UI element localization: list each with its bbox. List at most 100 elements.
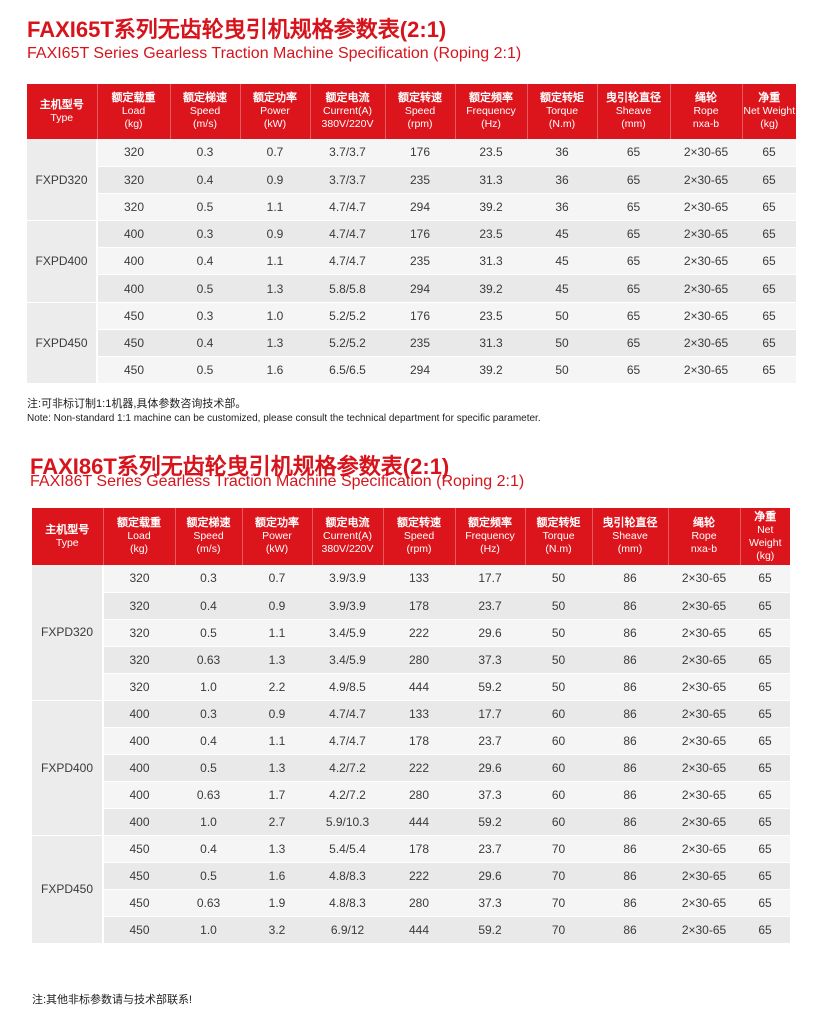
value-cell: 222 xyxy=(383,862,455,890)
value-cell: 450 xyxy=(103,916,175,944)
value-cell: 0.4 xyxy=(175,592,242,620)
value-cell: 4.7/4.7 xyxy=(310,193,385,222)
value-cell: 2×30-65 xyxy=(670,166,742,194)
value-cell: 23.7 xyxy=(455,835,525,863)
value-cell: 4.7/4.7 xyxy=(310,220,385,249)
value-cell: 1.3 xyxy=(242,835,312,863)
value-cell: 2×30-65 xyxy=(668,673,740,701)
column-header: 绳轮 Rope nxa-b xyxy=(670,84,743,139)
value-cell: 450 xyxy=(103,889,175,917)
header-line: (mm) xyxy=(617,543,643,555)
model-cell: FXPD320 xyxy=(27,139,98,222)
value-cell: 65 xyxy=(742,302,796,330)
value-cell: 60 xyxy=(525,700,592,728)
header-line: Sheave xyxy=(615,105,652,117)
value-cell: 400 xyxy=(103,700,175,728)
header-line: Speed xyxy=(189,105,221,117)
value-cell: 280 xyxy=(383,781,455,809)
value-cell: 320 xyxy=(103,646,175,674)
value-cell: 1.0 xyxy=(175,916,242,944)
value-cell: 1.0 xyxy=(175,673,242,701)
value-cell: 1.1 xyxy=(240,247,310,276)
value-cell: 0.5 xyxy=(175,754,242,782)
data-row: 400 1.0 2.7 5.9/10.3 444 59.2 60 86 2×30-65 65 xyxy=(32,808,790,836)
value-cell: 3.7/3.7 xyxy=(310,166,385,194)
header-line: Torque xyxy=(545,105,579,117)
value-cell: 3.4/5.9 xyxy=(312,646,383,674)
column-header: 额定频率 Frequency (Hz) xyxy=(455,508,526,565)
value-cell: 1.1 xyxy=(242,727,312,755)
header-line: (m/s) xyxy=(193,118,217,130)
value-cell: 45 xyxy=(527,220,597,249)
value-cell: 4.9/8.5 xyxy=(312,673,383,701)
value-cell: 31.3 xyxy=(455,166,527,194)
header-line: 额定电流 xyxy=(325,517,370,529)
header-line: (rpm) xyxy=(407,118,433,130)
value-cell: 0.63 xyxy=(175,781,242,809)
value-cell: 2.7 xyxy=(242,808,312,836)
header-line: Speed xyxy=(403,530,435,542)
column-header: 净重 Net Weight (kg) xyxy=(742,84,796,139)
value-cell: 36 xyxy=(527,139,597,167)
value-cell: 294 xyxy=(385,356,455,385)
value-cell: 65 xyxy=(597,220,670,249)
value-cell: 176 xyxy=(385,139,455,167)
value-cell: 86 xyxy=(592,646,668,674)
value-cell: 5.4/5.4 xyxy=(312,835,383,863)
value-cell: 0.9 xyxy=(242,700,312,728)
value-cell: 2×30-65 xyxy=(670,220,742,249)
header-line: nxa-b xyxy=(692,118,720,130)
value-cell: 320 xyxy=(97,139,170,167)
value-cell: 1.6 xyxy=(240,356,310,385)
header-line: nxa-b xyxy=(690,543,718,555)
header-line: 曳引轮直径 xyxy=(606,92,661,104)
value-cell: 86 xyxy=(592,781,668,809)
header-line: (m/s) xyxy=(196,543,221,555)
value-cell: 39.2 xyxy=(455,274,527,303)
column-header: 额定频率 Frequency (Hz) xyxy=(455,84,528,139)
value-cell: 0.5 xyxy=(170,356,240,385)
value-cell: 4.8/8.3 xyxy=(312,889,383,917)
value-cell: 65 xyxy=(597,329,670,358)
header-line: 额定梯速 xyxy=(186,517,231,529)
header-line: 额定转矩 xyxy=(536,517,581,529)
value-cell: 5.2/5.2 xyxy=(310,302,385,330)
value-cell: 2×30-65 xyxy=(668,781,740,809)
header-line: 额定载重 xyxy=(111,92,156,104)
value-cell: 17.7 xyxy=(455,700,525,728)
header-line: Power xyxy=(260,105,290,117)
value-cell: 50 xyxy=(527,329,597,358)
header-line: 380V/220V xyxy=(321,118,374,130)
value-cell: 0.9 xyxy=(242,592,312,620)
model-cell: FXPD320 xyxy=(32,565,104,701)
data-row: 450 0.5 1.6 4.8/8.3 222 29.6 70 86 2×30-65 65 xyxy=(32,862,790,890)
table-subtitle: FAXI86T Series Gearless Traction Machine… xyxy=(30,473,525,490)
value-cell: 294 xyxy=(385,193,455,222)
value-cell: 45 xyxy=(527,274,597,303)
header-line: 380V/220V xyxy=(321,543,374,555)
value-cell: 0.3 xyxy=(170,302,240,330)
header-line: (kg) xyxy=(124,118,143,130)
header-line: (kg) xyxy=(129,543,149,555)
value-cell: 65 xyxy=(597,193,670,222)
header-line: (Hz) xyxy=(480,543,500,555)
value-cell: 2×30-65 xyxy=(668,916,740,944)
value-cell: 50 xyxy=(525,646,592,674)
value-cell: 65 xyxy=(597,139,670,167)
data-row: FXPD320 320 0.3 0.7 3.9/3.9 133 17.7 50 86 2×30-6… xyxy=(32,565,790,701)
value-cell: 320 xyxy=(97,166,170,194)
value-cell: 36 xyxy=(527,193,597,222)
value-cell: 50 xyxy=(525,673,592,701)
header-line: 额定频率 xyxy=(469,92,513,104)
column-header: 曳引轮直径 Sheave (mm) xyxy=(592,508,669,565)
value-cell: 2×30-65 xyxy=(668,754,740,782)
table-subtitle: FAXI65T Series Gearless Traction Machine… xyxy=(27,45,522,62)
data-row: FXPD400 400 0.3 0.9 4.7/4.7 176 23.5 45 65 2×30-6… xyxy=(27,220,796,303)
header-line: 主机型号 xyxy=(39,98,84,111)
value-cell: 400 xyxy=(103,754,175,782)
footer-note: 注:其他非标参数请与技术部联系! xyxy=(32,994,193,1006)
table-title: FAXI65T系列无齿轮曳引机规格参数表(2:1) xyxy=(27,17,447,42)
header-line: (kg) xyxy=(756,549,775,562)
value-cell: 2×30-65 xyxy=(670,356,742,385)
value-cell: 65 xyxy=(740,673,790,701)
